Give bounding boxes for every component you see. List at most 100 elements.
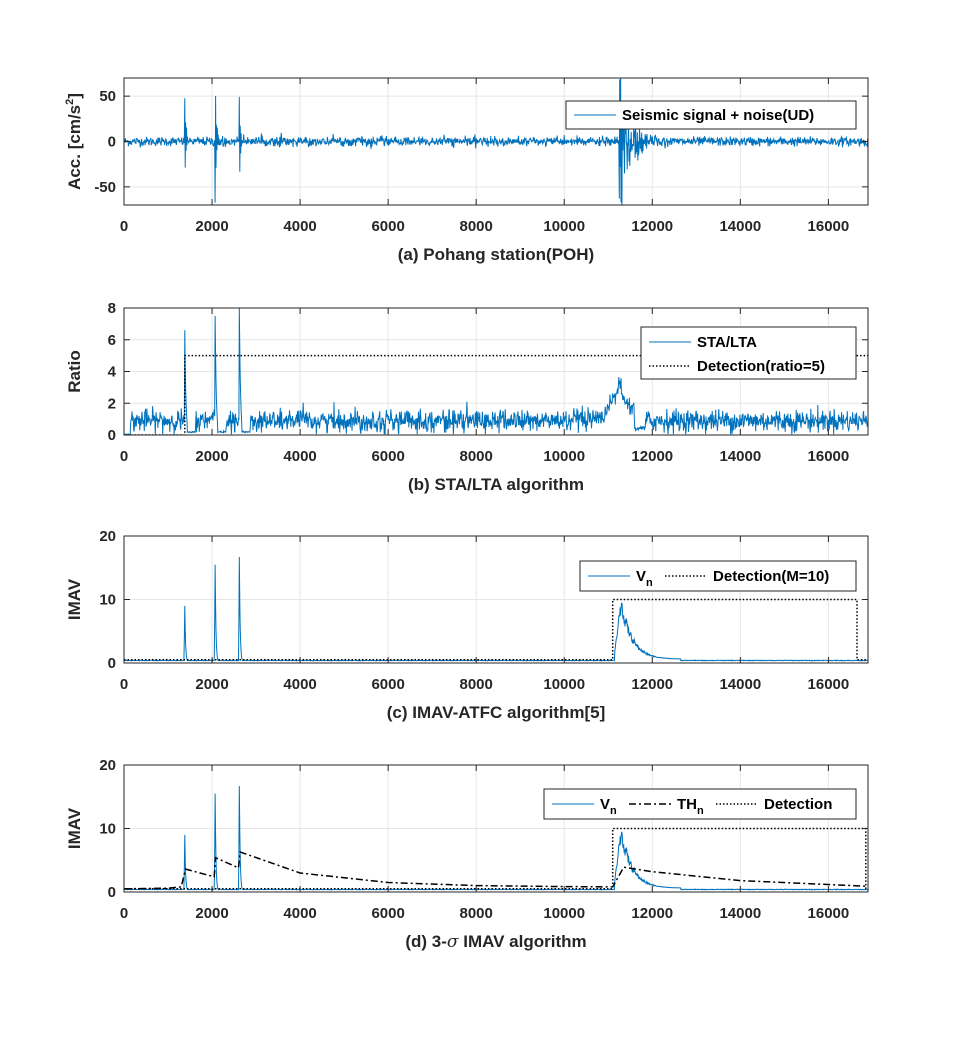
panel-caption: (c) IMAV-ATFC algorithm[5]	[387, 703, 605, 722]
series-line-th	[124, 850, 868, 890]
y-tick-label: 4	[108, 364, 117, 381]
y-tick-label: 0	[108, 884, 116, 901]
y-axis-label-text: IMAV	[65, 578, 84, 620]
y-tick-label: 0	[108, 427, 116, 444]
x-tick-label: 10000	[543, 218, 585, 235]
x-tick-label: 4000	[283, 448, 316, 465]
x-tick-label: 8000	[460, 905, 493, 922]
x-tick-label: 16000	[808, 905, 850, 922]
x-tick-label: 0	[120, 448, 128, 465]
x-tick-label: 12000	[631, 905, 673, 922]
legend-label: Vn	[636, 568, 653, 589]
x-tick-label: 16000	[808, 218, 850, 235]
x-tick-label: 2000	[195, 905, 228, 922]
legend: Vn THn Detection	[543, 788, 857, 820]
plot-area	[124, 785, 868, 891]
caption-prefix: (d) 3-	[405, 932, 447, 951]
x-tick-label: 0	[120, 218, 128, 235]
y-tick-label: 20	[99, 528, 116, 545]
panel-caption: (b) STA/LTA algorithm	[408, 475, 584, 494]
legend-box	[640, 326, 857, 380]
legend-label: Seismic signal + noise(UD)	[622, 107, 814, 124]
x-tick-label: 12000	[631, 676, 673, 693]
y-tick-label: 50	[99, 88, 116, 105]
legend-label-sub: n	[610, 805, 617, 817]
panel-caption: (d) 3-σ IMAV algorithm	[405, 932, 586, 952]
legend-label-text: V	[600, 796, 610, 813]
y-tick-label: 0	[108, 134, 116, 151]
plot-area	[124, 78, 868, 205]
legend-label-text: Detection(M=10)	[713, 568, 829, 585]
plot-area	[124, 308, 868, 435]
x-tick-label: 8000	[460, 676, 493, 693]
y-tick-label: 0	[108, 655, 116, 672]
x-tick-label: 14000	[719, 218, 761, 235]
legend: STA/LTA Detection(ratio=5)	[640, 326, 857, 380]
x-tick-label: 14000	[719, 905, 761, 922]
legend-label: Detection(ratio=5)	[697, 358, 825, 375]
y-tick-label: 20	[99, 757, 116, 774]
caption-suffix: IMAV algorithm	[459, 932, 587, 951]
legend-label-text: Detection	[764, 796, 832, 813]
y-tick-label: 10	[99, 592, 116, 609]
legend-label: Detection(M=10)	[713, 568, 829, 585]
legend-label-sub: n	[646, 577, 653, 589]
y-axis-label: Ratio	[65, 350, 84, 393]
y-axis-label-text: IMAV	[65, 807, 84, 849]
x-tick-label: 6000	[371, 676, 404, 693]
y-axis-label-sup: 2	[64, 99, 76, 105]
chart-panel-1: 0 2000 4000 6000 8000 10000 12000 14000 16000 0 2 4…	[65, 300, 869, 494]
x-tick-label: 16000	[808, 448, 850, 465]
y-tick-label: 2	[108, 395, 116, 412]
legend: Seismic signal + noise(UD)	[565, 100, 857, 130]
x-tick-label: 2000	[195, 218, 228, 235]
x-tick-label: 12000	[631, 448, 673, 465]
legend-label-text: Seismic signal + noise(UD)	[622, 107, 814, 124]
legend-label-text: Detection(ratio=5)	[697, 358, 825, 375]
legend-label-sub: n	[697, 805, 704, 817]
x-tick-label: 12000	[631, 218, 673, 235]
x-tick-label: 14000	[719, 676, 761, 693]
chart-panel-3: 0 2000 4000 6000 8000 10000 12000 14000 16000 0 10…	[65, 757, 869, 952]
x-tick-label: 0	[120, 676, 128, 693]
panel-caption: (a) Pohang station(POH)	[398, 245, 594, 264]
x-tick-label: 14000	[719, 448, 761, 465]
x-tick-label: 10000	[543, 905, 585, 922]
series-line-seismic-signal-noise-ud-	[124, 78, 868, 205]
caption-sigma: σ	[447, 932, 459, 952]
y-axis-label-text: Acc. [cm/s	[65, 105, 84, 190]
y-tick-label: 8	[108, 300, 116, 317]
x-tick-label: 4000	[283, 218, 316, 235]
series-line-detection-m-10-	[124, 598, 868, 661]
x-tick-label: 10000	[543, 448, 585, 465]
legend-label: THn	[677, 796, 704, 817]
y-axis-label: IMAV	[65, 807, 84, 849]
x-tick-label: 8000	[460, 218, 493, 235]
legend-label: Detection	[764, 796, 832, 813]
legend-label-text: STA/LTA	[697, 334, 757, 351]
series-line-detection	[124, 827, 868, 890]
x-tick-label: 10000	[543, 676, 585, 693]
x-tick-label: 6000	[371, 905, 404, 922]
legend-box	[543, 788, 857, 820]
x-tick-label: 0	[120, 905, 128, 922]
legend-label: Vn	[600, 796, 617, 817]
series-line-sta-lta	[124, 308, 868, 435]
legend: Vn Detection(M=10)	[579, 560, 857, 592]
x-tick-label: 8000	[460, 448, 493, 465]
x-tick-label: 2000	[195, 676, 228, 693]
y-axis-label: Acc. [cm/s2]	[64, 93, 84, 190]
y-axis-label-text: Ratio	[65, 350, 84, 393]
x-tick-label: 4000	[283, 676, 316, 693]
legend-label: STA/LTA	[697, 334, 757, 351]
y-axis-label-end: ]	[65, 93, 84, 99]
x-tick-label: 16000	[808, 676, 850, 693]
x-tick-label: 4000	[283, 905, 316, 922]
y-tick-label: -50	[94, 179, 116, 196]
y-tick-label: 10	[99, 821, 116, 838]
legend-label-text: TH	[677, 796, 697, 813]
chart-panel-2: 0 2000 4000 6000 8000 10000 12000 14000 16000 0 10…	[65, 528, 869, 722]
y-tick-label: 6	[108, 332, 116, 349]
legend-label-text: V	[636, 568, 646, 585]
